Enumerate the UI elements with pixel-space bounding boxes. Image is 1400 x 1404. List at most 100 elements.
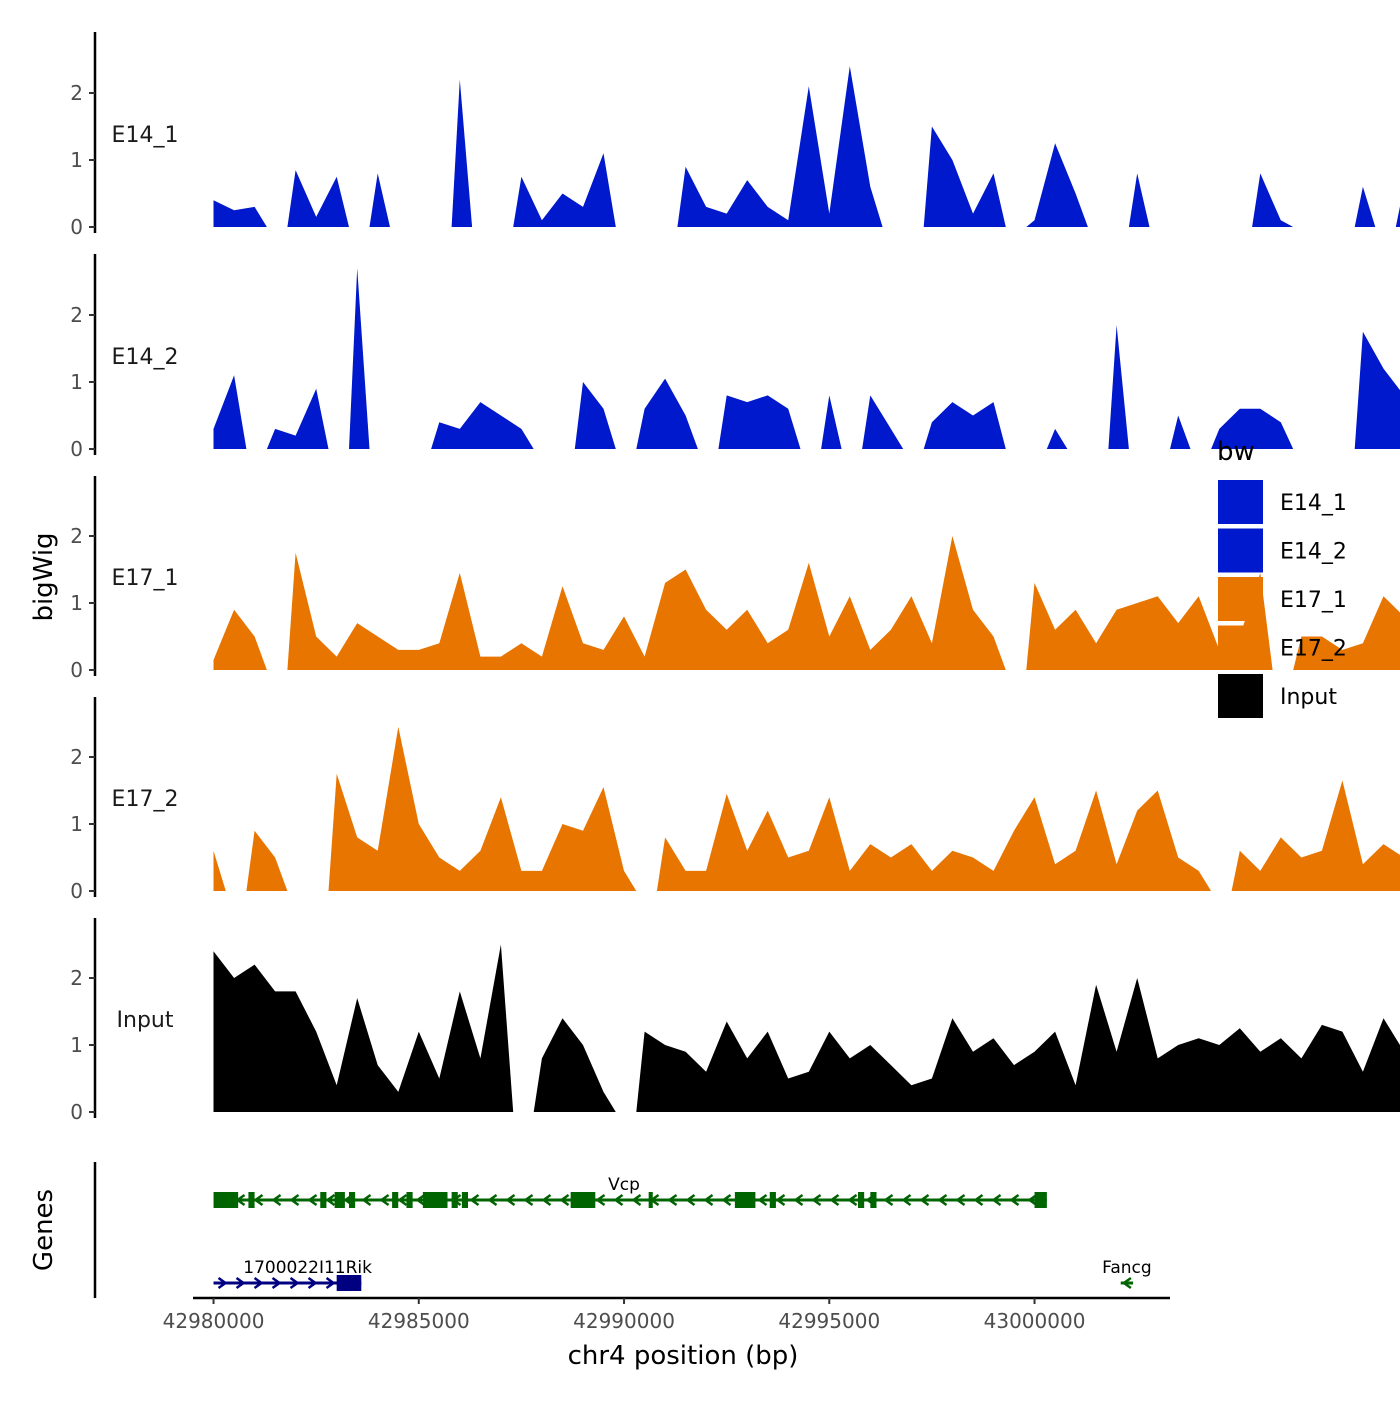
strand-arrow <box>901 1193 912 1207</box>
strand-arrow <box>613 1193 624 1207</box>
strand-arrow <box>289 1276 300 1290</box>
track-E17_2: 0 1 2 E17_2 <box>70 697 1400 903</box>
strand-arrow <box>721 1193 732 1207</box>
area-E14_2 <box>1354 331 1400 449</box>
exon <box>392 1192 399 1208</box>
area-E17_1 <box>1293 596 1400 670</box>
y-axis-title: bigWig <box>29 532 59 621</box>
y-tick-label: 1 <box>70 370 83 394</box>
gene-1700022I11Rik: 1700022I11Rik <box>213 1258 372 1291</box>
bigwig-tracks: 0 1 2 E14_1 0 1 2 E14_2 0 1 2 E17_1 0 1 2 E17_2 0 1 2 Input <box>70 32 1400 1124</box>
exon <box>870 1192 877 1208</box>
area-E14_2 <box>636 378 698 449</box>
strand-arrow <box>469 1193 480 1207</box>
genes-axis-title: Genes <box>29 1189 59 1271</box>
strand-arrow <box>793 1193 804 1207</box>
x-axis: 42980000 42985000 42990000 42995000 43000000 <box>163 1296 1170 1333</box>
y-tick-label: 0 <box>70 215 83 239</box>
y-tick-label: 2 <box>70 745 83 769</box>
strand-arrow <box>325 1276 336 1290</box>
track-label-E14_1: E14_1 <box>112 123 179 148</box>
exon <box>334 1192 345 1208</box>
exon <box>461 1192 469 1208</box>
strand-arrow <box>307 1193 318 1207</box>
track-label-E14_2: E14_2 <box>112 345 179 370</box>
strand-arrow <box>973 1193 984 1207</box>
strand-arrow <box>883 1193 894 1207</box>
legend: bw E14_1 E14_2 E17_1 E17_2 Input <box>1217 437 1347 718</box>
area-E17_1 <box>213 609 267 670</box>
track-E14_1: 0 1 2 E14_1 <box>70 32 1400 239</box>
area-E17_2 <box>656 790 1212 891</box>
strand-arrow <box>703 1193 714 1207</box>
y-tick-label: 0 <box>70 437 83 461</box>
area-E14_2 <box>718 395 801 449</box>
strand-arrow <box>631 1193 642 1207</box>
area-E14_2 <box>1170 415 1191 449</box>
strand-arrow <box>667 1193 678 1207</box>
area-E14_1 <box>287 170 349 227</box>
y-tick-label: 2 <box>70 966 83 990</box>
legend-label-E14_1: E14_1 <box>1280 491 1347 516</box>
strand-arrow <box>379 1193 390 1207</box>
legend-label-E17_2: E17_2 <box>1280 637 1347 662</box>
genes-track: Vcp 1700022I11Rik Fancg <box>93 1162 1152 1298</box>
track-E14_2: 0 1 2 E14_2 <box>70 254 1400 461</box>
strand-arrow <box>271 1276 282 1290</box>
y-tick-label: 1 <box>70 1033 83 1057</box>
track-label-E17_1: E17_1 <box>112 566 179 591</box>
y-tick-label: 1 <box>70 591 83 615</box>
strand-arrow <box>487 1193 498 1207</box>
y-tick-label: 1 <box>70 148 83 172</box>
area-E14_1 <box>923 126 1006 227</box>
area-E14_1 <box>369 173 390 227</box>
legend-swatch-E17_2 <box>1218 625 1263 670</box>
exon <box>320 1192 327 1208</box>
gene-label-Fancg: Fancg <box>1102 1258 1152 1278</box>
y-tick-label: 0 <box>70 1100 83 1124</box>
exon <box>248 1192 255 1208</box>
area-E14_2 <box>266 388 329 449</box>
y-tick-label: 2 <box>70 524 83 548</box>
strand-arrow <box>937 1193 948 1207</box>
area-E14_1 <box>1354 186 1376 227</box>
strand-arrow <box>541 1193 552 1207</box>
gene-label-Vcp: Vcp <box>608 1175 640 1195</box>
strand-arrow <box>1027 1193 1038 1207</box>
track-E17_1: 0 1 2 E17_1 <box>70 476 1400 682</box>
area-E14_2 <box>574 382 616 449</box>
x-tick-label: 42985000 <box>368 1309 470 1333</box>
area-E14_1 <box>677 66 883 227</box>
legend-label-E17_1: E17_1 <box>1280 588 1347 613</box>
x-tick-label: 42995000 <box>778 1309 880 1333</box>
track-label-E17_2: E17_2 <box>112 787 179 812</box>
strand-arrow <box>919 1193 930 1207</box>
strand-arrow <box>235 1276 246 1290</box>
strand-arrow <box>991 1193 1002 1207</box>
area-E14_1 <box>213 200 267 227</box>
exon <box>570 1192 596 1208</box>
area-E17_2 <box>328 726 637 891</box>
area-E14_2 <box>862 395 904 449</box>
legend-title: bw <box>1217 437 1255 467</box>
exon <box>769 1192 776 1208</box>
strand-arrow <box>595 1193 606 1207</box>
exon <box>858 1192 865 1208</box>
area-E17_2 <box>1231 780 1400 891</box>
strand-arrow <box>847 1193 858 1207</box>
area-E14_2 <box>1108 325 1129 449</box>
x-tick-label: 42990000 <box>573 1309 675 1333</box>
strand-arrow <box>505 1193 516 1207</box>
legend-label-Input: Input <box>1280 685 1337 710</box>
area-E14_2 <box>349 268 370 449</box>
legend-label-E14_2: E14_2 <box>1280 540 1347 565</box>
area-E14_1 <box>1128 173 1150 227</box>
strand-arrow <box>829 1193 840 1207</box>
exon <box>348 1192 356 1208</box>
strand-arrow <box>253 1276 264 1290</box>
strand-arrow <box>289 1193 300 1207</box>
legend-swatch-Input <box>1218 674 1263 718</box>
area-E17_2 <box>213 850 226 891</box>
strand-arrow <box>559 1193 570 1207</box>
